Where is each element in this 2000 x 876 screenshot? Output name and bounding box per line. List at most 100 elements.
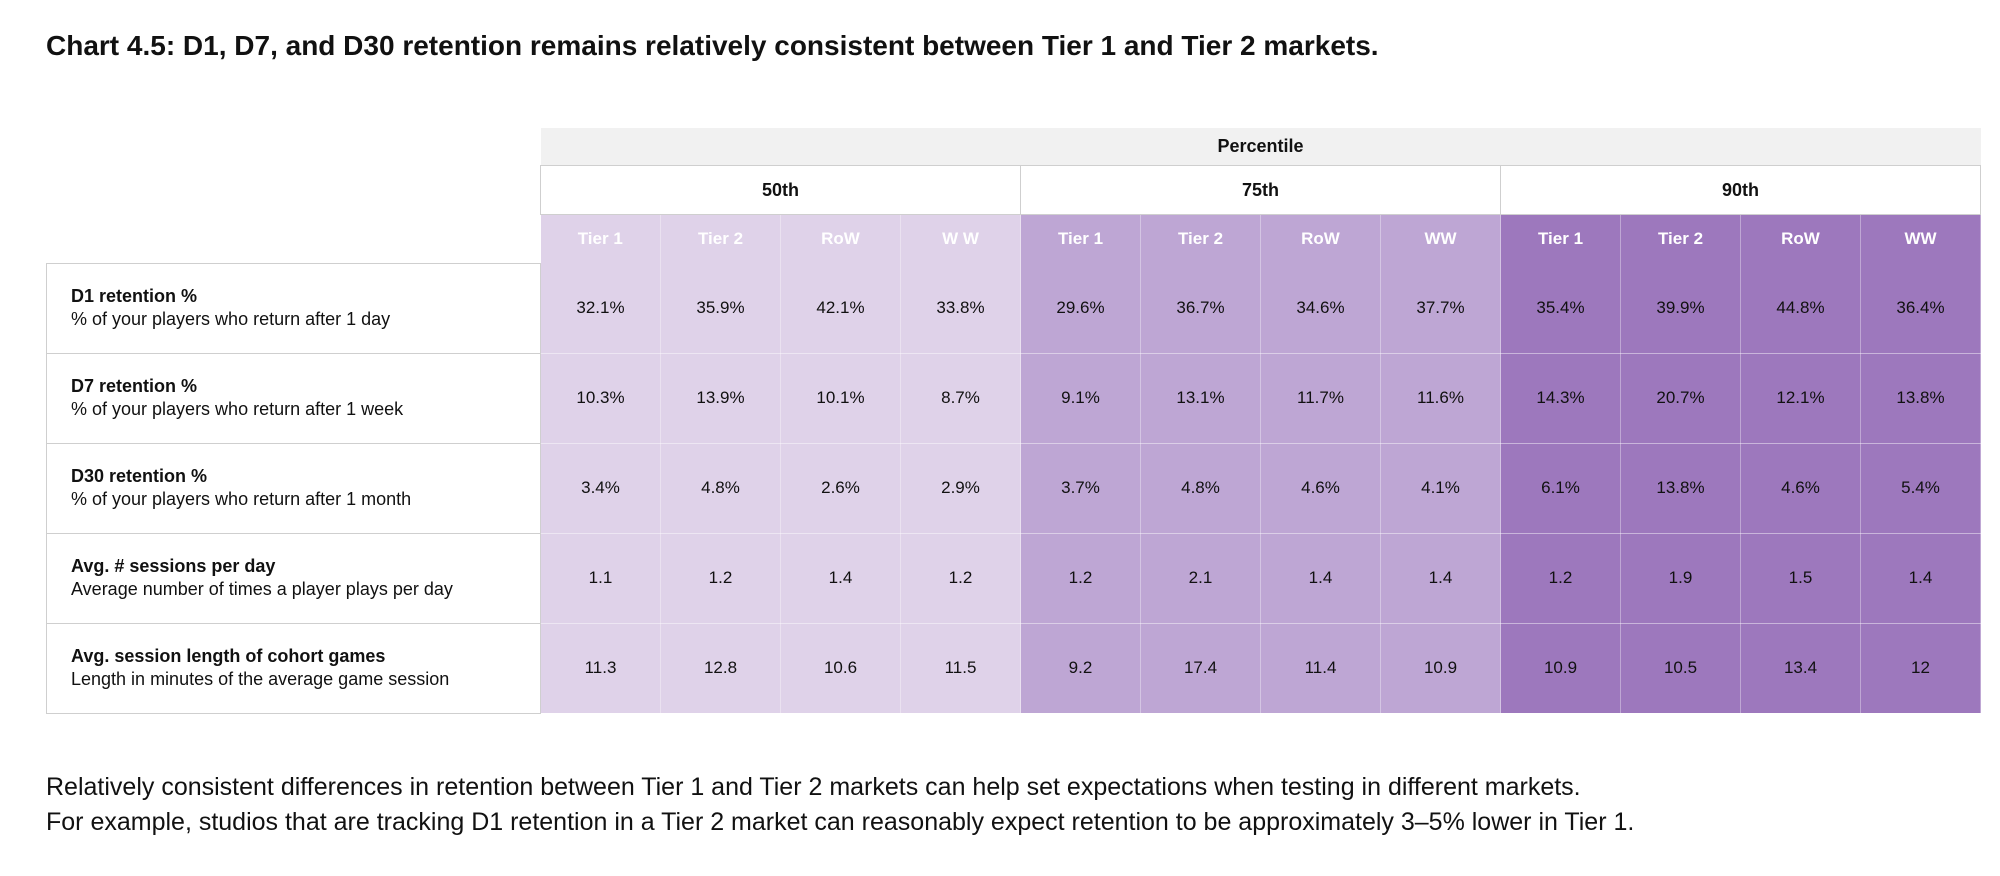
footer-note: Relatively consistent differences in ret… bbox=[46, 770, 1634, 840]
percentile-header-row: Percentile bbox=[46, 128, 1981, 166]
data-cell: 34.6% bbox=[1260, 263, 1381, 354]
data-cell: 36.7% bbox=[1140, 263, 1261, 354]
data-cell: 13.9% bbox=[660, 353, 781, 444]
metric-description: Length in minutes of the average game se… bbox=[71, 669, 450, 689]
data-cell: 12 bbox=[1860, 623, 1981, 714]
data-cell: 2.9% bbox=[900, 443, 1021, 534]
metric-name: Avg. session length of cohort games bbox=[71, 646, 386, 666]
data-cell: 1.2 bbox=[660, 533, 781, 624]
market-column-header: Tier 2 bbox=[660, 214, 781, 263]
percentile-group-row: 50th 75th 90th bbox=[46, 165, 1981, 215]
metric-name: D30 retention % bbox=[71, 466, 208, 486]
data-cell: 10.9 bbox=[1500, 623, 1621, 714]
table-corner bbox=[46, 165, 541, 215]
table-corner bbox=[46, 128, 541, 166]
data-cell: 13.8% bbox=[1620, 443, 1741, 534]
data-cell: 11.5 bbox=[900, 623, 1021, 714]
data-cell: 1.2 bbox=[900, 533, 1021, 624]
metric-name: D7 retention % bbox=[71, 376, 198, 396]
metric-label: D30 retention % % of your players who ret… bbox=[46, 442, 541, 534]
market-header-row: Tier 1 Tier 2 RoW W W Tier 1 Tier 2 RoW WW Tier … bbox=[46, 214, 1981, 263]
table-corner bbox=[46, 214, 541, 263]
data-cell: 44.8% bbox=[1740, 263, 1861, 354]
data-cell: 1.2 bbox=[1500, 533, 1621, 624]
metric-name: Avg. # sessions per day bbox=[71, 556, 276, 576]
data-cell: 10.9 bbox=[1380, 623, 1501, 714]
data-cell: 42.1% bbox=[780, 263, 901, 354]
footer-line-2: For example, studios that are tracking D… bbox=[46, 808, 1635, 836]
data-cell: 32.1% bbox=[540, 263, 661, 354]
metric-description: % of your players who return after 1 mon… bbox=[71, 489, 412, 509]
market-column-header: Tier 1 bbox=[1020, 214, 1141, 263]
market-column-header: Tier 2 bbox=[1140, 214, 1261, 263]
data-cell: 33.8% bbox=[900, 263, 1021, 354]
market-column-header: Tier 1 bbox=[540, 214, 661, 263]
data-cell: 6.1% bbox=[1500, 443, 1621, 534]
data-cell: 9.2 bbox=[1020, 623, 1141, 714]
data-cell: 3.7% bbox=[1020, 443, 1141, 534]
data-cell: 12.8 bbox=[660, 623, 781, 714]
data-cell: 12.1% bbox=[1740, 353, 1861, 444]
data-cell: 14.3% bbox=[1500, 353, 1621, 444]
chart-title: Chart 4.5: D1, D7, and D30 retention rem… bbox=[46, 30, 1379, 61]
table-row: D1 retention % % of your players who retu… bbox=[46, 262, 1981, 354]
data-cell: 4.8% bbox=[1140, 443, 1261, 534]
data-cell: 36.4% bbox=[1860, 263, 1981, 354]
market-column-header: RoW bbox=[1740, 214, 1861, 263]
percentile-group-header: 90th bbox=[1500, 165, 1981, 215]
market-column-header: Tier 2 bbox=[1620, 214, 1741, 263]
table-row: Avg. # sessions per day Average number of… bbox=[46, 532, 1981, 624]
data-cell: 29.6% bbox=[1020, 263, 1141, 354]
market-column-header: Tier 1 bbox=[1500, 214, 1621, 263]
data-cell: 2.1 bbox=[1140, 533, 1261, 624]
table-row: D30 retention % % of your players who ret… bbox=[46, 442, 1981, 534]
metric-label: Avg. session length of cohort games Lengt… bbox=[46, 622, 541, 714]
data-cell: 39.9% bbox=[1620, 263, 1741, 354]
retention-table: Percentile 50th 75th 90th Tier 1 Tier 2 RoW W… bbox=[46, 128, 1981, 714]
market-column-header: RoW bbox=[1260, 214, 1381, 263]
metric-name: D1 retention % bbox=[71, 286, 198, 306]
data-cell: 10.6 bbox=[780, 623, 901, 714]
metric-label: D7 retention % % of your players who retu… bbox=[46, 352, 541, 444]
data-cell: 1.4 bbox=[1260, 533, 1381, 624]
data-cell: 4.6% bbox=[1260, 443, 1381, 534]
data-cell: 10.5 bbox=[1620, 623, 1741, 714]
percentile-group-header: 75th bbox=[1020, 165, 1501, 215]
data-cell: 13.1% bbox=[1140, 353, 1261, 444]
data-cell: 35.9% bbox=[660, 263, 781, 354]
percentile-header: Percentile bbox=[540, 128, 1981, 166]
metric-description: % of your players who return after 1 day bbox=[71, 309, 391, 329]
data-cell: 13.8% bbox=[1860, 353, 1981, 444]
table-row: D7 retention % % of your players who retu… bbox=[46, 352, 1981, 444]
data-cell: 1.4 bbox=[1860, 533, 1981, 624]
market-column-header: WW bbox=[1380, 214, 1501, 263]
table-row: Avg. session length of cohort games Lengt… bbox=[46, 622, 1981, 714]
data-cell: 10.3% bbox=[540, 353, 661, 444]
data-cell: 1.2 bbox=[1020, 533, 1141, 624]
data-cell: 11.3 bbox=[540, 623, 661, 714]
data-cell: 2.6% bbox=[780, 443, 901, 534]
data-cell: 11.7% bbox=[1260, 353, 1381, 444]
percentile-group-header: 50th bbox=[540, 165, 1021, 215]
data-cell: 9.1% bbox=[1020, 353, 1141, 444]
footer-line-1: Relatively consistent differences in ret… bbox=[46, 773, 1581, 801]
data-cell: 11.6% bbox=[1380, 353, 1501, 444]
data-cell: 17.4 bbox=[1140, 623, 1261, 714]
data-cell: 1.4 bbox=[780, 533, 901, 624]
market-column-header: WW bbox=[1860, 214, 1981, 263]
data-cell: 11.4 bbox=[1260, 623, 1381, 714]
metric-label: D1 retention % % of your players who retu… bbox=[46, 262, 541, 354]
table-body: D1 retention % % of your players who retu… bbox=[46, 262, 1981, 714]
data-cell: 10.1% bbox=[780, 353, 901, 444]
data-cell: 4.1% bbox=[1380, 443, 1501, 534]
data-cell: 35.4% bbox=[1500, 263, 1621, 354]
market-column-header: W W bbox=[900, 214, 1021, 263]
market-column-header: RoW bbox=[780, 214, 901, 263]
metric-description: % of your players who return after 1 wee… bbox=[71, 399, 404, 419]
data-cell: 3.4% bbox=[540, 443, 661, 534]
data-cell: 13.4 bbox=[1740, 623, 1861, 714]
data-cell: 4.8% bbox=[660, 443, 781, 534]
metric-label: Avg. # sessions per day Average number of… bbox=[46, 532, 541, 624]
data-cell: 4.6% bbox=[1740, 443, 1861, 534]
data-cell: 5.4% bbox=[1860, 443, 1981, 534]
